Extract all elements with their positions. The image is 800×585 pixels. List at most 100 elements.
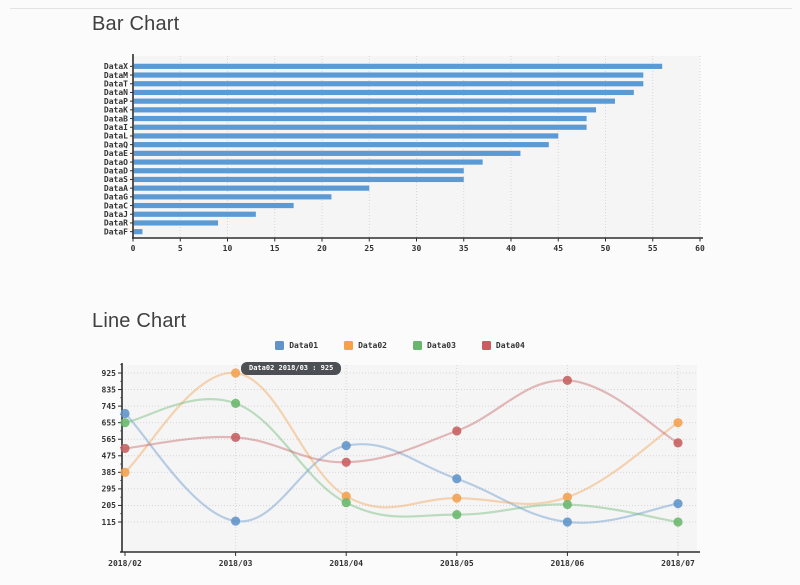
bar-chart-title: Bar Chart	[92, 13, 180, 35]
line-chart-legend: Data01 Data02 Data03 Data04	[90, 341, 710, 350]
x-tick-label: 2018/05	[440, 559, 474, 568]
data-point-data01-2018-07[interactable]	[673, 499, 683, 509]
bar-dataf[interactable]	[133, 229, 143, 235]
data-point-data03-2018-06[interactable]	[562, 499, 572, 510]
category-label: DataX	[104, 62, 128, 71]
x-tick-label: 5	[178, 244, 183, 253]
bar-datas[interactable]	[133, 176, 464, 183]
x-tick-label: 2018/03	[219, 559, 253, 568]
legend-item-data04[interactable]: Data04	[481, 341, 525, 350]
data-point-data01-2018-02[interactable]	[120, 408, 130, 419]
category-label: DataO	[104, 158, 128, 167]
y-tick-label: 925	[102, 369, 117, 378]
y-tick-label: 565	[102, 435, 117, 444]
data-point-data02-2018-04[interactable]	[341, 491, 351, 501]
data-point-data01-2018-04[interactable]	[341, 441, 351, 451]
x-tick-label: 60	[695, 244, 705, 253]
x-tick-label: 50	[601, 244, 611, 253]
bar-datar[interactable]	[133, 220, 219, 226]
data-point-data02-2018-02[interactable]	[120, 467, 130, 477]
category-label: DataP	[104, 97, 128, 106]
data-point-data03-2018-05[interactable]	[452, 510, 462, 520]
bar-datan[interactable]	[133, 89, 634, 96]
x-tick-label: 55	[648, 244, 658, 253]
x-tick-label: 2018/06	[551, 559, 585, 568]
y-tick-label: 655	[102, 418, 117, 427]
bar-datak[interactable]	[133, 107, 597, 113]
data-point-data02-2018-07[interactable]	[673, 418, 683, 428]
bar-datad[interactable]	[133, 168, 464, 174]
data-point-data02-2018-03[interactable]	[231, 368, 241, 378]
bar-dataj[interactable]	[133, 211, 256, 217]
data-point-data04-2018-03[interactable]	[231, 432, 241, 442]
bar-datam[interactable]	[133, 72, 644, 78]
bar-dataq[interactable]	[133, 142, 549, 148]
y-tick-label: 205	[102, 501, 117, 510]
bar-datax[interactable]	[133, 63, 663, 69]
bar-datab[interactable]	[133, 115, 587, 122]
legend-swatch-data02	[344, 341, 354, 350]
data-point-data03-2018-04[interactable]	[341, 498, 351, 508]
x-tick-label: 10	[223, 244, 233, 253]
legend-swatch-data04	[481, 341, 491, 350]
line-chart-title: Line Chart	[92, 310, 187, 332]
y-tick-label: 295	[102, 485, 117, 494]
x-tick-label: 40	[506, 244, 516, 253]
bar-dataa[interactable]	[133, 185, 370, 191]
data-point-data01-2018-06[interactable]	[562, 517, 572, 527]
x-tick-label: 45	[553, 244, 563, 253]
category-label: DataE	[104, 149, 128, 158]
category-label: DataN	[104, 88, 128, 97]
category-label: DataT	[104, 79, 128, 88]
x-tick-label: 2018/04	[329, 559, 363, 568]
legend-label: Data03	[427, 341, 456, 350]
category-label: DataK	[104, 106, 128, 115]
bar-datag[interactable]	[133, 194, 332, 200]
bar-datao[interactable]	[133, 159, 483, 165]
data-point-data01-2018-05[interactable]	[452, 474, 462, 484]
x-tick-label: 15	[270, 244, 280, 253]
legend-label: Data01	[289, 341, 319, 350]
data-point-data01-2018-03[interactable]	[231, 516, 241, 526]
data-point-data03-2018-07[interactable]	[673, 517, 683, 527]
line-plot-area	[122, 365, 697, 552]
y-tick-label: 835	[102, 385, 117, 394]
y-tick-label: 475	[102, 452, 117, 461]
top-divider	[10, 8, 792, 9]
y-tick-label: 745	[102, 402, 117, 411]
data-point-data03-2018-02[interactable]	[120, 418, 130, 428]
category-label: DataD	[104, 166, 128, 175]
x-tick-label: 30	[412, 244, 422, 253]
data-point-data02-2018-05[interactable]	[452, 493, 462, 503]
bar-datac[interactable]	[133, 202, 294, 209]
category-label: DataI	[104, 123, 128, 132]
x-tick-label: 2018/02	[108, 559, 142, 568]
data-point-data04-2018-05[interactable]	[452, 426, 462, 436]
data-point-data04-2018-06[interactable]	[562, 375, 572, 385]
category-label: DataF	[104, 227, 128, 236]
category-label: DataA	[104, 184, 128, 193]
bar-datal[interactable]	[133, 133, 559, 139]
bar-datai[interactable]	[133, 124, 587, 130]
category-label: DataR	[104, 219, 128, 228]
legend-swatch-data03	[413, 341, 422, 350]
data-point-data02-2018-06[interactable]	[562, 492, 572, 502]
data-point-data04-2018-04[interactable]	[341, 457, 351, 467]
y-tick-label: 385	[102, 468, 117, 477]
bar-datae[interactable]	[133, 150, 521, 156]
data-point-data03-2018-03[interactable]	[231, 398, 241, 408]
legend-item-data02[interactable]: Data02	[344, 341, 387, 350]
bar-chart: 0 5 10 15 20 25 30 35 40 45 50 55 60DataXDataMDataTD…	[104, 54, 705, 253]
line-chart: 925 835 745 655 565 475 385 295 205 115 2018/02 201…	[102, 363, 700, 568]
bar-datap[interactable]	[133, 98, 615, 104]
series-line-data04	[123, 379, 680, 464]
data-point-data04-2018-02[interactable]	[120, 443, 130, 454]
bar-datat[interactable]	[133, 81, 644, 87]
legend-item-data01[interactable]: Data01	[275, 341, 318, 350]
legend-item-data03[interactable]: Data03	[413, 341, 456, 350]
category-label: DataM	[104, 71, 128, 80]
legend-label: Data02	[358, 341, 387, 350]
series-line-data02	[123, 371, 680, 509]
category-label: DataL	[104, 132, 128, 141]
data-point-data04-2018-07[interactable]	[673, 438, 683, 448]
